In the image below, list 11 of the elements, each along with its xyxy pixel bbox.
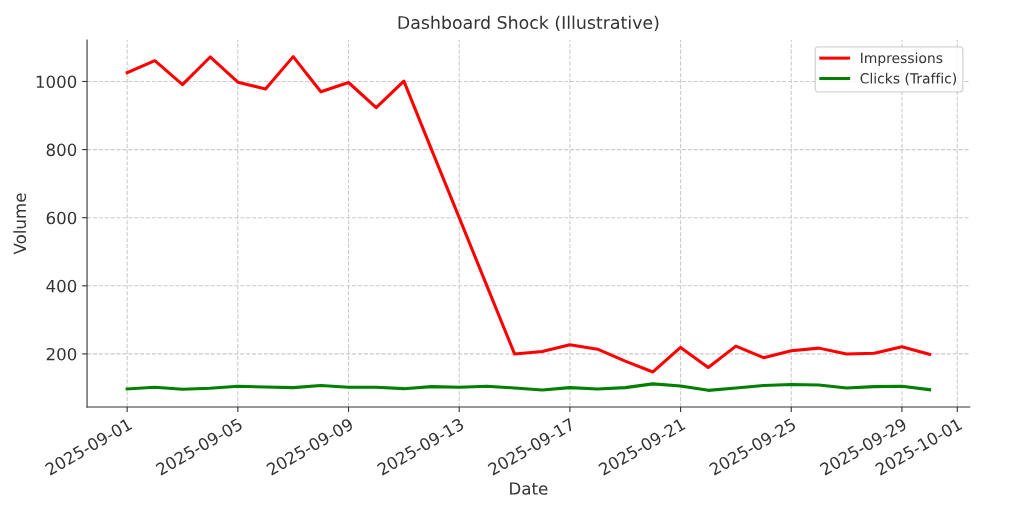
legend-label: Clicks (Traffic)	[860, 72, 957, 86]
x-axis-title: Date	[510, 482, 548, 495]
y-tick-label: 1000	[36, 75, 77, 89]
line-series	[125, 382, 932, 392]
y-axis-title: Volume	[13, 193, 27, 255]
y-tick-label: 400	[46, 279, 77, 293]
chart-title: Dashboard Shock (Illustrative)	[398, 15, 659, 32]
y-tick-label: 200	[46, 347, 77, 361]
legend-label: Impressions	[861, 52, 943, 66]
y-tick-label: 600	[46, 211, 77, 225]
y-tick-label: 800	[46, 143, 77, 157]
